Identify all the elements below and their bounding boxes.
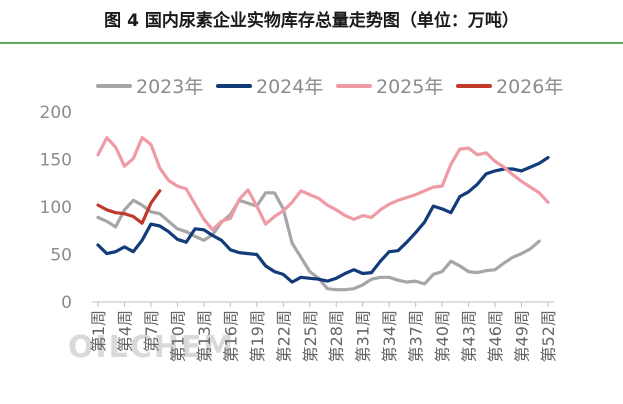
- x-tick-label: 第46周: [486, 310, 505, 362]
- y-tick-label: 0: [61, 293, 72, 313]
- legend-label-2024: 2024年: [256, 76, 323, 98]
- x-tick-label: 第22周: [274, 310, 293, 362]
- x-tick-label: 第10周: [168, 310, 187, 362]
- y-axis: 0 50 100 150 200: [40, 103, 72, 313]
- inventory-line-chart: 2023年 2024年 2025年 2026年 0 50 100 150 200 第1周 第4周…: [40, 76, 564, 362]
- x-tick-label: 第49周: [513, 310, 532, 362]
- x-tick-label: 第16周: [221, 310, 240, 362]
- y-tick-label: 200: [40, 103, 72, 123]
- legend-label-2026: 2026年: [496, 76, 563, 98]
- title-divider: [0, 42, 623, 44]
- x-tick-label: 第19周: [248, 310, 267, 362]
- x-tick-label: 第4周: [115, 310, 134, 352]
- x-tick-label: 第31周: [354, 310, 373, 362]
- series-line-2026: [96, 189, 162, 225]
- series-line-2023: [96, 191, 541, 292]
- series-line-2024: [96, 156, 550, 284]
- watermark-logo: OILCHEM: [68, 330, 236, 365]
- y-tick-label: 50: [50, 246, 72, 266]
- series-line-2025: [96, 136, 550, 232]
- series-lines: [96, 136, 550, 292]
- x-tick-label: 第7周: [142, 310, 161, 352]
- chart-legend: 2023年 2024年 2025年 2026年: [96, 76, 563, 98]
- legend-label-2023: 2023年: [136, 76, 203, 98]
- x-axis: 第1周 第4周 第7周 第10周 第13周 第16周 第19周 第22周 第25周 第28周 第31…: [89, 301, 558, 362]
- x-tick-label: 第13周: [195, 310, 214, 362]
- x-tick-label: 第28周: [327, 310, 346, 362]
- y-tick-label: 150: [40, 151, 72, 171]
- x-tick-label: 第1周: [89, 310, 108, 352]
- legend-label-2025: 2025年: [376, 76, 443, 98]
- x-tick-label: 第52周: [539, 310, 558, 362]
- chart-title: 图 4 国内尿素企业实物库存总量走势图（单位：万吨）: [104, 11, 519, 31]
- x-tick-label: 第37周: [407, 310, 426, 362]
- x-tick-label: 第34周: [380, 310, 399, 362]
- x-tick-label: 第25周: [301, 310, 320, 362]
- x-tick-label: 第43周: [460, 310, 479, 362]
- y-tick-label: 100: [40, 198, 72, 218]
- x-tick-label: 第40周: [433, 310, 452, 362]
